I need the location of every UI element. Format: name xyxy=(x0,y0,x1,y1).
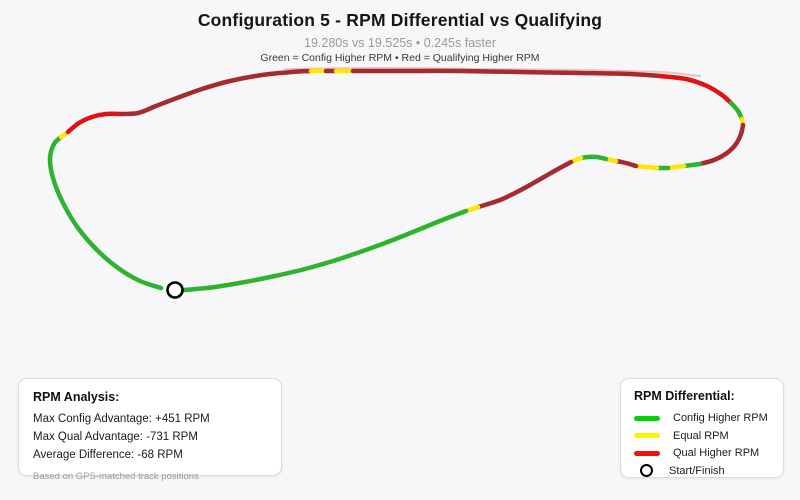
legend-item-label: Equal RPM xyxy=(673,429,729,442)
legend-color-swatch xyxy=(634,433,660,439)
legend-item: Equal RPM xyxy=(634,428,770,445)
track-segment-qual_higher_dark xyxy=(475,159,574,210)
legend-item: Start/Finish xyxy=(634,463,770,480)
legend-item-label: Qual Higher RPM xyxy=(673,447,760,460)
rpm-analysis-line: Max Config Advantage: +451 RPM xyxy=(33,413,210,425)
track-segment-equal xyxy=(633,163,660,171)
color-key-note: Green = Config Higher RPM • Red = Qualif… xyxy=(260,52,540,64)
legend-panel: RPM Differential: Config Higher RPM Equal… xyxy=(620,378,784,478)
legend-item: Qual Higher RPM xyxy=(634,445,770,462)
legend-color-swatch xyxy=(634,450,660,456)
track-segment-qual_higher_dark xyxy=(613,158,639,169)
start-finish-legend-icon xyxy=(640,464,653,478)
rpm-analysis-title: RPM Analysis: xyxy=(33,390,120,404)
rpm-analysis-panel: RPM Analysis: Max Config Advantage: +451… xyxy=(18,378,282,482)
track-segment-qual_higher_dark xyxy=(117,68,314,117)
legend-color-swatch xyxy=(634,415,660,421)
track-segment-equal xyxy=(665,163,687,171)
track-segment-config_higher xyxy=(181,208,469,293)
rpm-analysis-lines: Max Config Advantage: +451 RPM Max Qual A… xyxy=(33,411,267,464)
start-finish-marker xyxy=(166,281,184,299)
track-segment-qual_higher xyxy=(657,73,734,106)
track-segment-qual_higher_dark xyxy=(697,122,746,167)
page-title: Configuration 5 - RPM Differential vs Qu… xyxy=(197,10,603,30)
rpm-analysis-footnote: Based on GPS-matched track positions xyxy=(33,471,199,483)
track-segment-overlap_light xyxy=(284,67,701,77)
legend-title: RPM Differential: xyxy=(634,389,735,403)
legend-item: Config Higher RPM xyxy=(634,410,770,427)
track-segment-qual_higher xyxy=(65,111,123,135)
track-segment-config_higher xyxy=(728,100,745,122)
legend-item-label: Config Higher RPM xyxy=(673,412,768,425)
track-segment-qual_higher_dark xyxy=(350,68,663,79)
lap-time-subtitle: 19.280s vs 19.525s • 0.245s faster xyxy=(304,36,496,50)
track-segment-config_higher xyxy=(681,161,703,169)
track-segment-config_higher xyxy=(578,154,609,162)
rpm-analysis-line: Max Qual Advantage: -731 RPM xyxy=(33,430,198,443)
track-segment-config_higher xyxy=(47,134,164,291)
legend-item-label: Start/Finish xyxy=(669,464,725,477)
rpm-analysis-line: Average Difference: -68 RPM xyxy=(33,448,183,461)
legend-rows: Config Higher RPM Equal RPM Qual Higher RP… xyxy=(634,410,770,479)
